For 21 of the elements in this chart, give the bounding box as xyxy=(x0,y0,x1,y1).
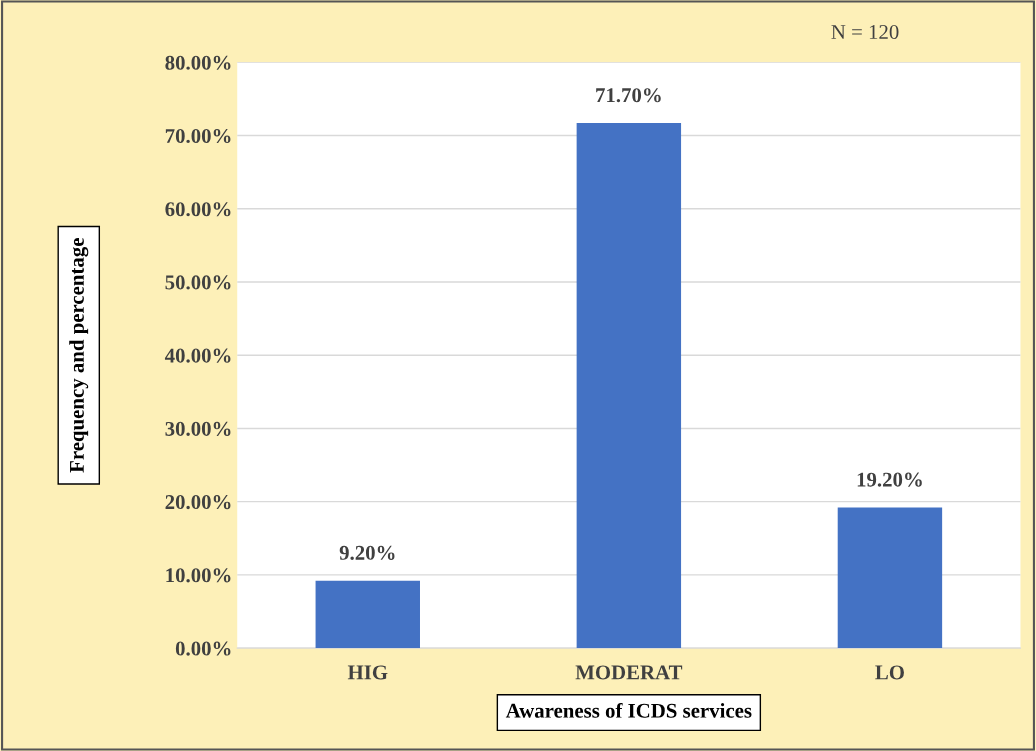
bar xyxy=(576,123,682,649)
y-tick-label: 0.00% xyxy=(175,641,231,656)
y-tick-label: 30.00% xyxy=(165,421,231,436)
y-tick-label: 20.00% xyxy=(165,495,231,510)
x-axis-title: Awareness of ICDS services xyxy=(505,702,752,718)
x-tick-label: LO xyxy=(875,665,904,680)
text: N = 120 xyxy=(831,24,899,40)
y-axis-title: Frequency and percentage xyxy=(69,238,89,473)
y-tick-label: 80.00% xyxy=(165,55,231,70)
y-tick-label: 60.00% xyxy=(165,202,231,217)
data-label: 71.70% xyxy=(596,88,661,103)
y-tick-label: 40.00% xyxy=(164,348,231,363)
bar xyxy=(837,507,943,649)
x-tick-label: MODERAT xyxy=(575,665,683,680)
y-tick-label: 10.00% xyxy=(166,568,231,583)
y-tick-label: 70.00% xyxy=(165,128,231,144)
bar xyxy=(315,580,420,649)
y-tick-label: 50.00% xyxy=(165,275,231,290)
x-tick-label: HIG xyxy=(347,665,388,680)
data-label: 9.20% xyxy=(339,545,395,560)
data-label: 19.20% xyxy=(857,472,922,487)
